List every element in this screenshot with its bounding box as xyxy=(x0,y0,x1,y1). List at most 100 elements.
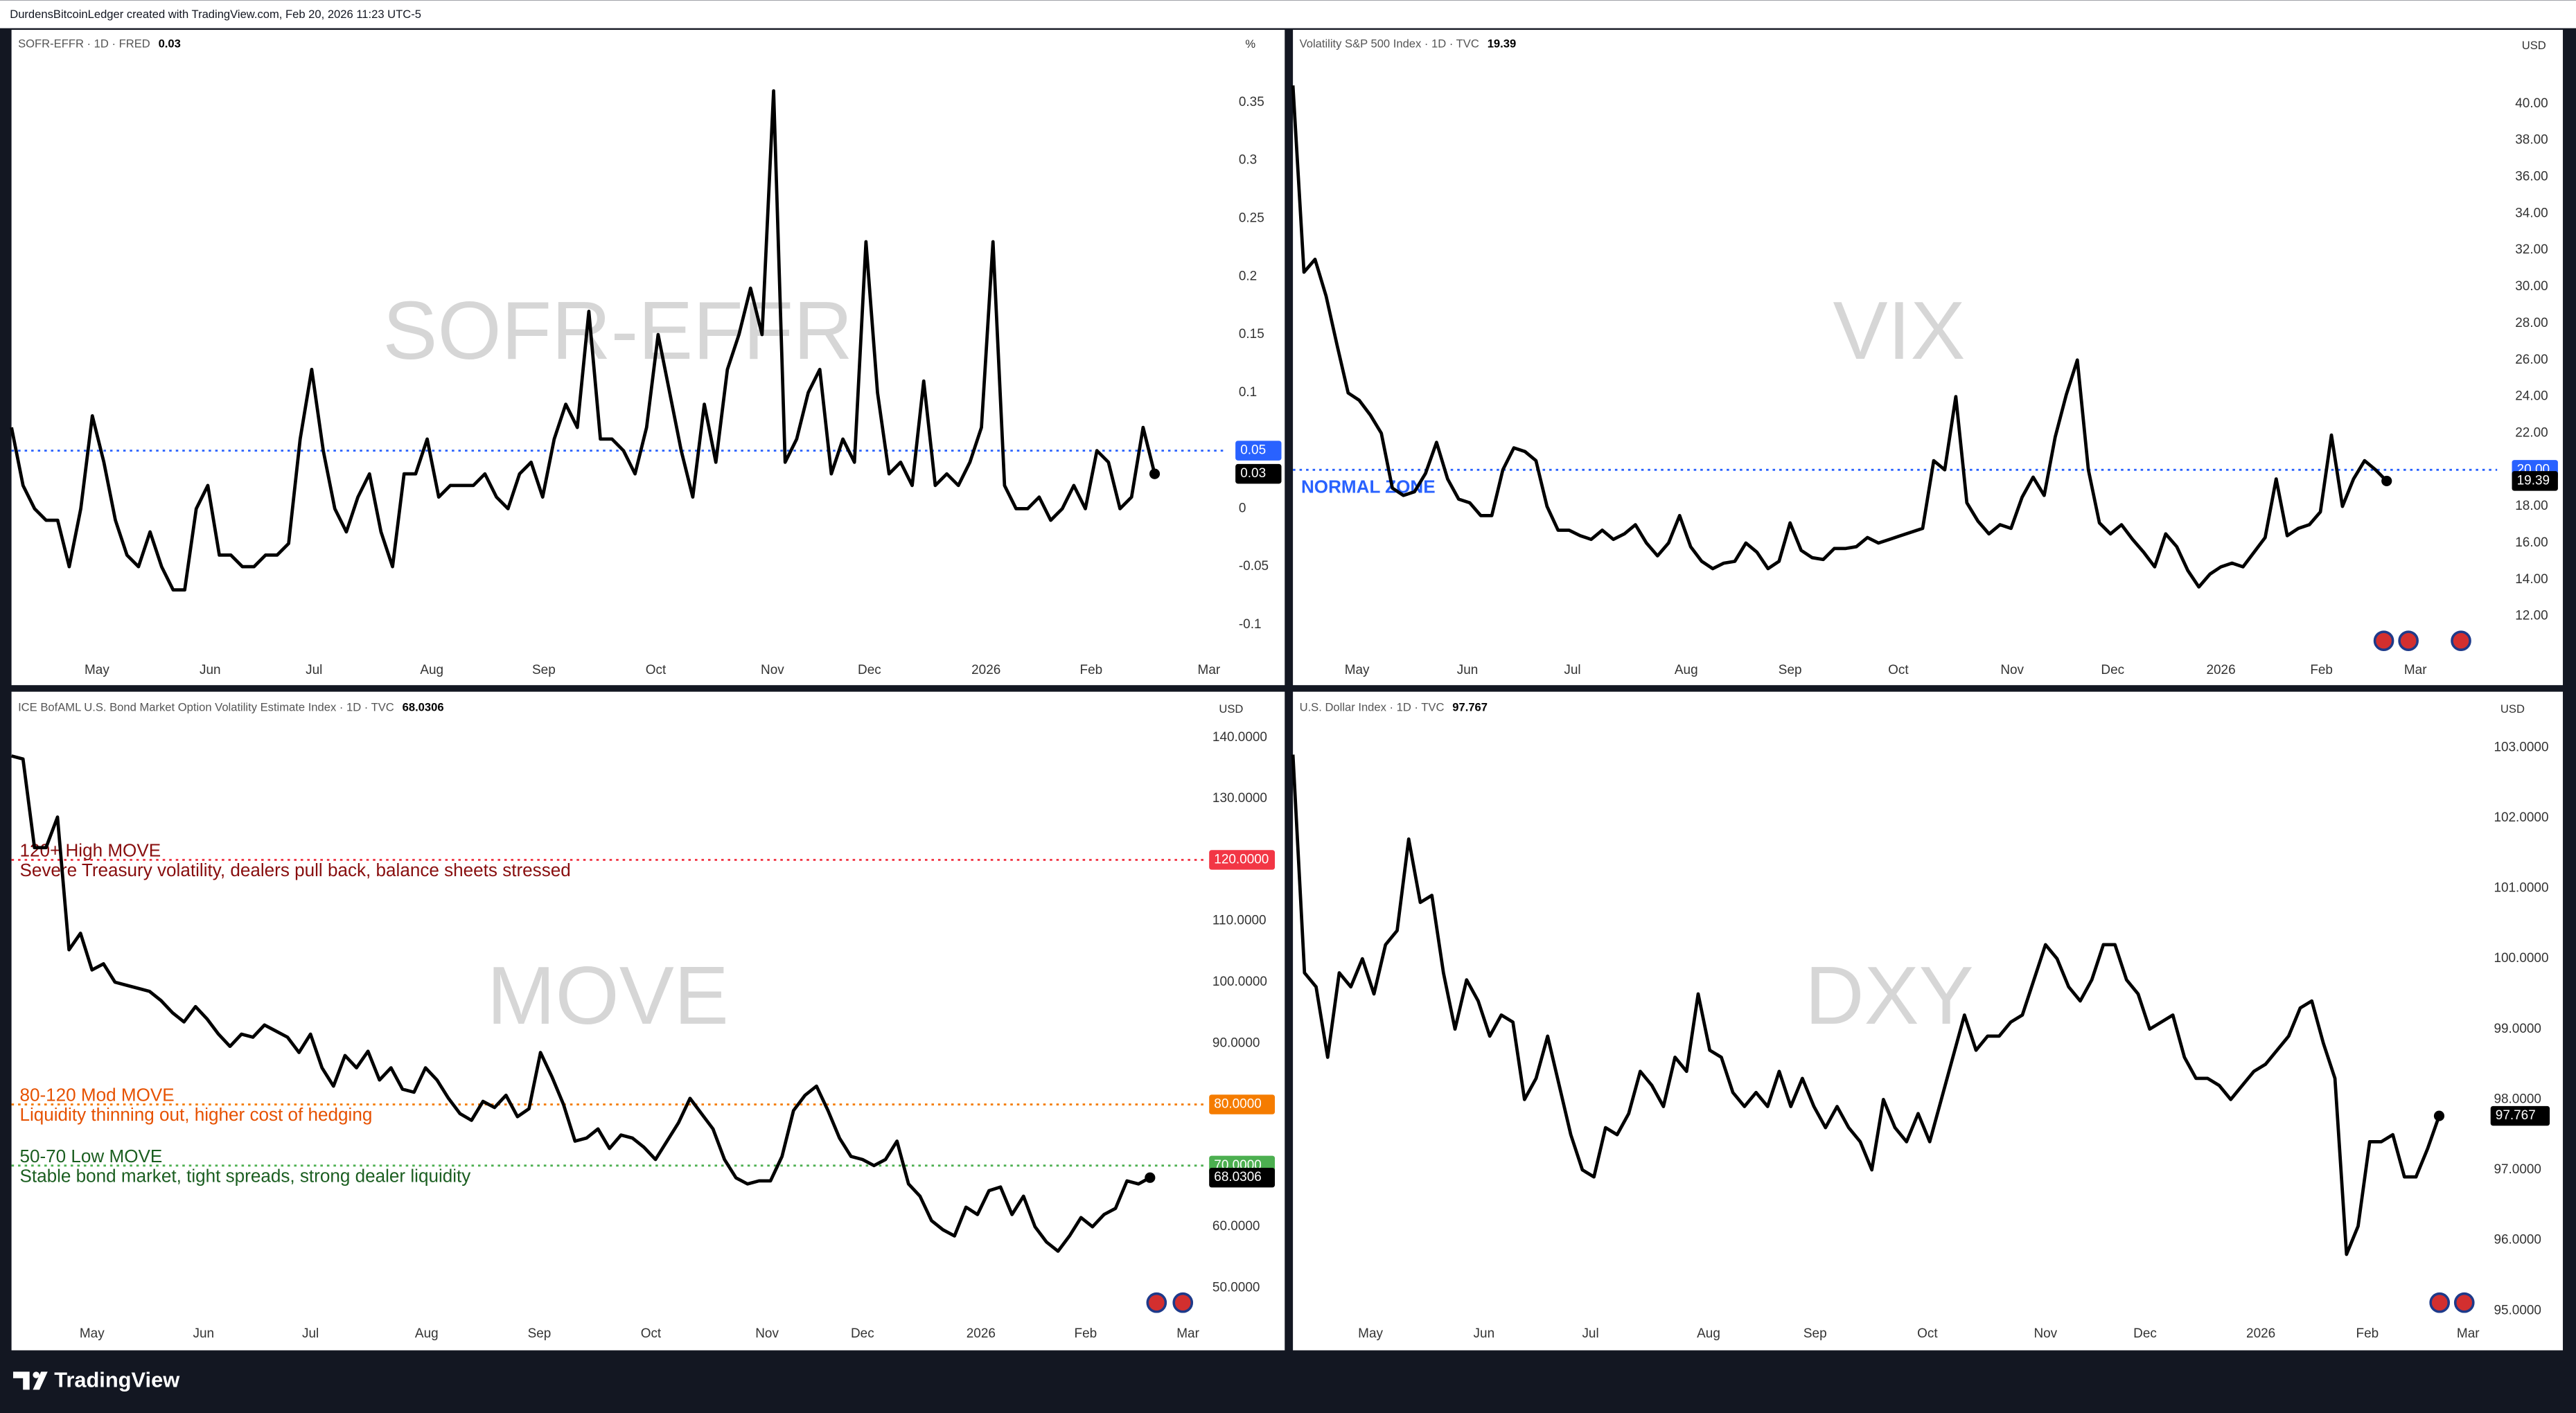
x-tick-label: Mar xyxy=(2404,663,2427,677)
annotation-title: 80-120 Mod MOVE xyxy=(19,1085,174,1105)
annotation-title: NORMAL ZONE xyxy=(1301,476,1436,497)
y-tick-label: 30.00 xyxy=(2515,279,2548,294)
x-tick-label: Nov xyxy=(2000,663,2024,677)
x-tick-label: Aug xyxy=(420,663,443,677)
series-title-text: U.S. Dollar Index · 1D · TVC xyxy=(1300,701,1445,714)
annotation-text: Liquidity thinning out, higher cost of h… xyxy=(19,1104,372,1125)
series-title-text: SOFR-EFFR · 1D · FRED xyxy=(18,37,150,51)
x-tick-label: Dec xyxy=(2101,663,2124,677)
x-tick-label: Oct xyxy=(1888,663,1909,677)
y-tick-label: 12.00 xyxy=(2515,609,2548,623)
brand-logo xyxy=(12,1371,48,1390)
x-tick-label: Dec xyxy=(858,663,881,677)
annotation-title: 50-70 Low MOVE xyxy=(19,1146,162,1166)
y-tick-label: 60.0000 xyxy=(1212,1219,1260,1234)
axis-unit: USD xyxy=(2500,702,2525,716)
annotation-title: 120+ High MOVE xyxy=(19,839,161,860)
panel xyxy=(1293,30,2564,686)
x-tick-label: Sep xyxy=(1803,1326,1827,1341)
series-title-text: Volatility S&P 500 Index · 1D · TVC xyxy=(1300,37,1479,51)
x-tick-label: Aug xyxy=(1675,663,1698,677)
y-tick-label: 0.1 xyxy=(1239,385,1257,400)
watermark: SOFR-EFFR xyxy=(382,285,852,377)
x-tick-label: Feb xyxy=(1075,1326,1097,1341)
y-tick-label: 38.00 xyxy=(2515,133,2548,148)
price-line xyxy=(1291,85,2388,589)
x-tick-label: Sep xyxy=(528,1326,552,1341)
axis-unit: USD xyxy=(1219,702,1243,716)
panel xyxy=(11,30,1285,686)
flag-icons xyxy=(1146,630,2475,1313)
last-value-label: 97.767 xyxy=(2496,1108,2536,1123)
x-tick-label: Nov xyxy=(761,663,784,677)
axis-unit: % xyxy=(1245,37,1255,51)
caption-bar xyxy=(0,0,2576,28)
y-tick-label: 140.0000 xyxy=(1212,730,1267,745)
x-tick-label: 2026 xyxy=(2246,1326,2275,1341)
y-tick-label: -0.1 xyxy=(1239,617,1262,632)
y-tick-label: 0.3 xyxy=(1239,153,1257,168)
last-value-tag xyxy=(1235,463,1282,484)
last-point xyxy=(1149,468,1161,479)
y-tick-label: 34.00 xyxy=(2515,206,2548,220)
y-tick-label: 16.00 xyxy=(2515,535,2548,550)
last-value-label: 68.0306 xyxy=(1214,1170,1262,1184)
y-tick-label: 40.00 xyxy=(2515,96,2548,111)
last-value-label: 19.39 xyxy=(2517,473,2550,488)
last-value-label: 0.03 xyxy=(1240,466,1266,481)
y-tick-label: 36.00 xyxy=(2515,170,2548,184)
x-tick-label: Feb xyxy=(2356,1326,2379,1341)
series-title: Volatility S&P 500 Index · 1D · TVC 19.39 xyxy=(1300,37,1517,51)
series-title-text: ICE BofAML U.S. Bond Market Option Volat… xyxy=(18,701,394,714)
x-tick-label: Nov xyxy=(755,1326,779,1341)
y-tick-label: 22.00 xyxy=(2515,425,2548,440)
y-tick-label: 18.00 xyxy=(2515,499,2548,513)
series-last-value: 97.767 xyxy=(1452,701,1488,714)
x-tick-label: Oct xyxy=(641,1326,662,1341)
y-tick-label: 0.15 xyxy=(1239,327,1264,341)
level-tag-label: 80.0000 xyxy=(1214,1097,1262,1112)
axis-unit: USD xyxy=(2522,39,2546,52)
pane: DXY U.S. Dollar Index · 1D · TVC 97.767 USD… xyxy=(1291,701,2550,1341)
x-tick-label: Oct xyxy=(646,663,667,677)
y-tick-label: 98.0000 xyxy=(2494,1092,2541,1106)
brand: TradingView xyxy=(54,1368,180,1392)
annotation-text: Stable bond market, tight spreads, stron… xyxy=(19,1165,470,1186)
level-tag xyxy=(1209,850,1276,870)
x-tick-label: May xyxy=(80,1326,105,1341)
x-tick-label: Jul xyxy=(1582,1326,1598,1341)
x-tick-label: Jun xyxy=(1474,1326,1495,1341)
last-point xyxy=(1145,1172,1156,1183)
last-point xyxy=(2381,475,2392,486)
y-tick-label: 24.00 xyxy=(2515,389,2548,404)
x-tick-label: Jul xyxy=(302,1326,319,1341)
price-line xyxy=(10,89,1156,592)
watermark: DXY xyxy=(1805,950,1974,1042)
y-tick-label: 14.00 xyxy=(2515,572,2548,587)
x-tick-label: Sep xyxy=(532,663,556,677)
y-tick-label: 130.0000 xyxy=(1212,791,1267,806)
watermark: MOVE xyxy=(487,950,729,1042)
x-tick-label: Feb xyxy=(1080,663,1103,677)
x-tick-label: Nov xyxy=(2034,1326,2057,1341)
x-tick-label: May xyxy=(1345,663,1370,677)
level-tag-label: 120.0000 xyxy=(1214,852,1269,867)
x-tick-label: Sep xyxy=(1779,663,1802,677)
y-tick-label: 0.35 xyxy=(1239,95,1264,109)
series-title: U.S. Dollar Index · 1D · TVC 97.767 xyxy=(1300,701,1488,714)
y-tick-label: 26.00 xyxy=(2515,353,2548,367)
x-tick-label: 2026 xyxy=(971,663,1000,677)
y-tick-label: 100.0000 xyxy=(2494,951,2548,966)
y-tick-label: -0.05 xyxy=(1239,559,1269,574)
last-value-tag xyxy=(1209,1167,1276,1188)
pane: SOFR-EFFR SOFR-EFFR · 1D · FRED 0.03 % 0.35 0… xyxy=(10,37,1282,677)
y-tick-label: 32.00 xyxy=(2515,242,2548,257)
level-tag xyxy=(1209,1094,1276,1114)
pane: VIX Volatility S&P 500 Index · 1D · TVC 19… xyxy=(1291,37,2558,677)
x-tick-label: Jul xyxy=(1564,663,1580,677)
series-last-value: 0.03 xyxy=(159,37,181,51)
x-tick-label: Oct xyxy=(1917,1326,1938,1341)
x-tick-label: May xyxy=(85,663,109,677)
series-title: SOFR-EFFR · 1D · FRED 0.03 xyxy=(18,37,181,51)
level-tag-label: 0.05 xyxy=(1240,443,1266,458)
